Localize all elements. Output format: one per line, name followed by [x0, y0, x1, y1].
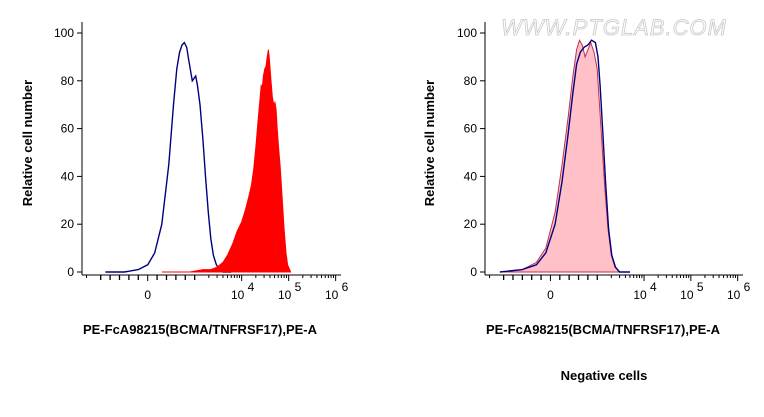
right-x-tick-label-0: 0: [547, 288, 554, 302]
left-series-0-outline: [105, 41, 232, 273]
right-y-tick-label-3: 60: [464, 122, 478, 136]
left-y-axis-title: Relative cell number: [20, 80, 35, 206]
right-y-axis-title: Relative cell number: [422, 80, 437, 206]
left-x-tick-exponent-3: 6: [342, 280, 349, 294]
left-x-tick-exponent-1: 4: [248, 280, 255, 294]
left-series-1-filled-area: [161, 49, 292, 273]
left-x-tick-label-3: 10: [325, 288, 339, 302]
right-plot-data: [499, 38, 630, 273]
left-plot-data: [105, 41, 292, 273]
right-x-tick-exponent-1: 4: [650, 280, 657, 294]
right-x-tick-label-3: 10: [727, 288, 741, 302]
right-x-tick-exponent-2: 5: [697, 280, 704, 294]
right-x-tick-label-2: 10: [680, 288, 694, 302]
left-y-tick-label-4: 80: [61, 74, 75, 88]
footer-caption: Negative cells: [561, 368, 648, 383]
left-x-tick-label-1: 10: [231, 288, 245, 302]
right-y-tick-label-0: 0: [470, 265, 477, 279]
right-y-tick-label-5: 100: [457, 26, 477, 40]
left-y-tick-label-1: 20: [61, 217, 75, 231]
right-y-tick-label-1: 20: [464, 217, 478, 231]
right-y-tick-label-4: 80: [464, 74, 478, 88]
left-y-tick-label-2: 40: [61, 169, 75, 183]
right-series-1-outline: [499, 39, 630, 273]
right-x-tick-label-1: 10: [633, 288, 647, 302]
right-x-tick-exponent-3: 6: [744, 280, 751, 294]
watermark-text: WWW.PTGLAB.COM: [501, 15, 727, 40]
left-x-axis-title: PE-FcA98215(BCMA/TNFRSF17),PE-A: [83, 322, 318, 337]
left-x-tick-exponent-2: 5: [295, 280, 302, 294]
left-x-tick-label-2: 10: [278, 288, 292, 302]
left-y-tick-label-3: 60: [61, 122, 75, 136]
left-x-tick-label-0: 0: [144, 288, 151, 302]
right-x-axis-title: PE-FcA98215(BCMA/TNFRSF17),PE-A: [486, 322, 721, 337]
left-y-tick-label-5: 100: [54, 26, 74, 40]
right-y-tick-label-2: 40: [464, 169, 478, 183]
left-y-tick-label-0: 0: [67, 265, 74, 279]
